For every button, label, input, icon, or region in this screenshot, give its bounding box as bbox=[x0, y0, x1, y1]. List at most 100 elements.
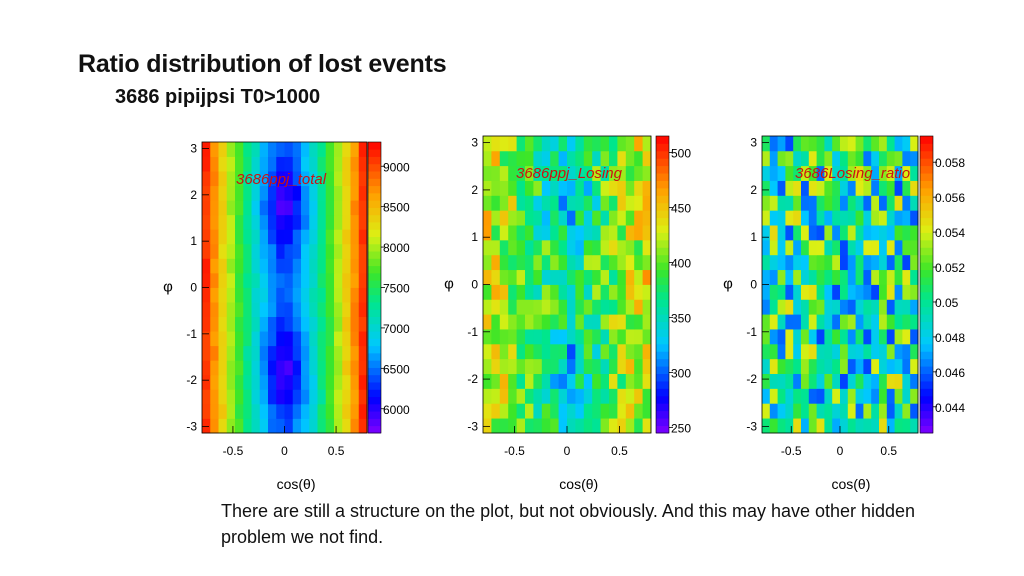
colorbar-segment bbox=[368, 360, 381, 368]
heatmap-cell bbox=[317, 272, 327, 288]
heatmap-cell bbox=[251, 316, 261, 332]
heatmap-cell bbox=[499, 418, 509, 434]
heatmap-cell bbox=[855, 150, 864, 167]
heatmap-cell bbox=[777, 269, 786, 285]
heatmap-cell bbox=[210, 389, 219, 405]
heatmap-cell bbox=[634, 373, 643, 389]
heatmap-cell bbox=[762, 136, 771, 152]
heatmap-cell bbox=[342, 156, 351, 172]
heatmap-cell bbox=[832, 269, 841, 285]
colorbar-segment bbox=[368, 425, 381, 434]
heatmap-cell bbox=[226, 142, 236, 157]
heatmap-cell bbox=[309, 272, 318, 288]
heatmap-cell bbox=[358, 331, 368, 347]
heatmap-cell bbox=[516, 165, 526, 181]
heatmap-cell bbox=[824, 358, 833, 374]
colorbar-segment bbox=[920, 277, 933, 285]
heatmap-cell bbox=[558, 165, 568, 181]
heatmap-cell bbox=[499, 373, 509, 389]
heatmap-cell bbox=[894, 403, 903, 419]
heatmap-cell bbox=[902, 195, 911, 211]
heatmap-cell bbox=[499, 329, 509, 345]
heatmap-cell bbox=[218, 229, 228, 245]
colorbar-segment bbox=[368, 258, 381, 267]
heatmap-cell bbox=[325, 374, 335, 390]
heatmap-cell bbox=[508, 165, 517, 181]
heatmap-cell bbox=[491, 299, 501, 315]
heatmap-cell bbox=[491, 403, 501, 419]
colorbar-tick-label: 450 bbox=[671, 202, 691, 216]
heatmap-cell bbox=[840, 343, 849, 360]
heatmap-cell bbox=[871, 165, 880, 181]
heatmap-cell bbox=[910, 150, 919, 167]
heatmap-cell bbox=[525, 239, 534, 256]
heatmap-cell bbox=[634, 299, 643, 315]
y-tick-label: 2 bbox=[471, 183, 478, 197]
heatmap-cell bbox=[886, 343, 895, 360]
heatmap-cell bbox=[491, 329, 501, 345]
heatmap-cell bbox=[342, 389, 351, 405]
heatmap-cell bbox=[642, 269, 652, 285]
heatmap-cell bbox=[863, 195, 872, 211]
heatmap-cell bbox=[483, 239, 492, 256]
heatmap-cell bbox=[567, 358, 576, 374]
heatmap-cell bbox=[583, 284, 593, 300]
heatmap-cell bbox=[910, 210, 919, 226]
heatmap-cell bbox=[483, 254, 492, 271]
heatmap-cell bbox=[762, 225, 771, 241]
heatmap-cell bbox=[516, 373, 526, 389]
heatmap-cell bbox=[350, 418, 360, 434]
heatmap-cell bbox=[210, 214, 219, 230]
heatmap-cell bbox=[592, 225, 601, 241]
heatmap-cell bbox=[855, 358, 864, 374]
heatmap-cell bbox=[863, 180, 872, 196]
heatmap-cell bbox=[317, 142, 327, 157]
colorbar-tick-label: 0.058 bbox=[935, 156, 965, 170]
colorbar-segment bbox=[656, 395, 669, 404]
heatmap-cell bbox=[342, 360, 351, 376]
heatmap-cell bbox=[251, 389, 261, 405]
heatmap-cell bbox=[334, 258, 343, 274]
heatmap-cell bbox=[567, 299, 576, 315]
heatmap-cell bbox=[902, 358, 911, 374]
heatmap-cell bbox=[525, 269, 534, 285]
heatmap-cell bbox=[499, 225, 509, 241]
heatmap-cell bbox=[808, 150, 817, 167]
heatmap-cell bbox=[541, 210, 551, 226]
heatmap-cell bbox=[301, 374, 310, 390]
heatmap-cell bbox=[268, 200, 277, 216]
heatmap-cell bbox=[268, 156, 277, 172]
heatmap-cell bbox=[317, 374, 327, 390]
colorbar-tick-label: 0.056 bbox=[935, 191, 965, 205]
heatmap-cell bbox=[342, 302, 351, 317]
heatmap-cell bbox=[863, 403, 872, 419]
heatmap-cell bbox=[634, 150, 643, 167]
heatmap-cell bbox=[309, 243, 318, 259]
heatmap-cell bbox=[508, 239, 517, 256]
heatmap-cell bbox=[600, 403, 610, 419]
heatmap-cell bbox=[592, 373, 601, 389]
y-tick-label: -2 bbox=[746, 372, 757, 386]
heatmap-cell bbox=[886, 225, 895, 241]
heatmap-cell bbox=[284, 302, 294, 317]
heatmap-cell bbox=[847, 165, 856, 181]
colorbar-segment bbox=[368, 374, 381, 383]
heatmap-cell bbox=[358, 418, 368, 434]
heatmap-cell bbox=[533, 314, 543, 330]
heatmap-cell bbox=[609, 284, 618, 300]
heatmap-cell bbox=[251, 287, 261, 303]
heatmap-cell bbox=[550, 136, 559, 152]
heatmap-cell bbox=[871, 388, 880, 404]
heatmap-cell bbox=[251, 418, 261, 434]
heatmap-cell bbox=[625, 373, 635, 389]
heatmap-cell bbox=[769, 239, 778, 256]
heatmap-cell bbox=[533, 403, 543, 419]
heatmap-cell bbox=[832, 180, 841, 196]
x-axis-label: cos(θ) bbox=[277, 476, 316, 492]
heatmap-cell bbox=[625, 210, 635, 226]
heatmap-cell bbox=[863, 388, 872, 404]
heatmap-cell bbox=[259, 258, 269, 274]
heatmap-cell bbox=[558, 136, 568, 152]
heatmap-cell bbox=[284, 142, 294, 157]
colorbar-tick-label: 8000 bbox=[383, 241, 410, 255]
